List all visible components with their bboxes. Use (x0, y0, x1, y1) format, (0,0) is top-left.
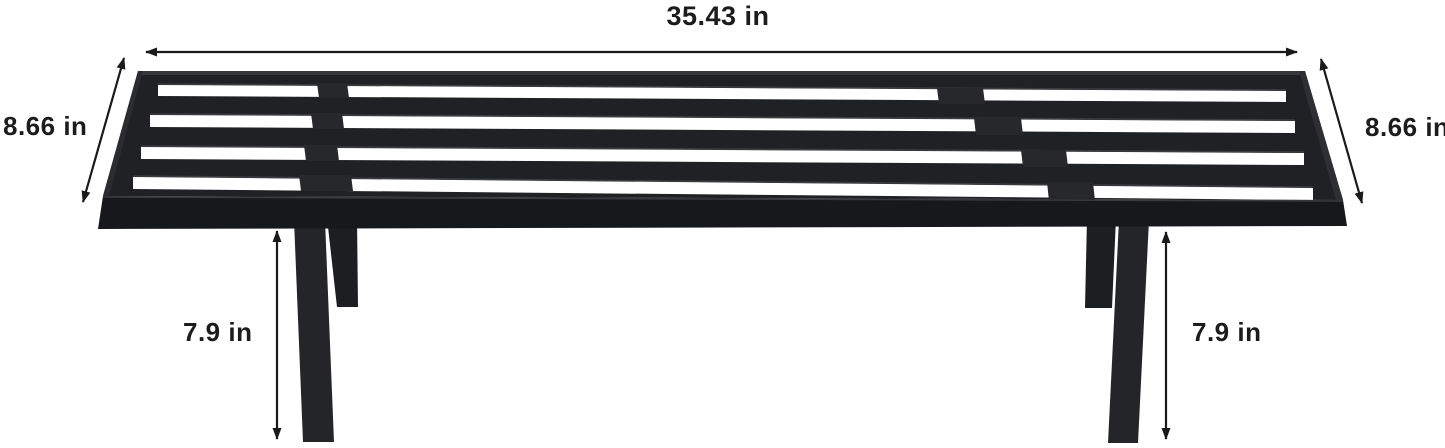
cross-support-segment (1047, 182, 1095, 201)
slat-gap (133, 177, 1313, 200)
cross-support-segment (974, 118, 1023, 135)
cross-support-segment (299, 175, 353, 191)
bench-top-face (103, 71, 1343, 200)
slat-gap (141, 147, 1304, 165)
bench-rear-legs (327, 218, 1116, 308)
bench-top (98, 71, 1347, 229)
bench-front-rail (98, 196, 1347, 229)
width-dimension-label: 35.43 in (666, 1, 770, 31)
cross-support-segment (317, 83, 349, 98)
depth-left-dimension-arrow (81, 57, 126, 203)
depth-right-dimension-label: 8.66 in (1365, 112, 1445, 142)
bench-rear-leg-left (327, 218, 358, 307)
cross-support-segment (304, 145, 339, 161)
bench-front-leg-left (294, 220, 334, 442)
cross-support-segment (937, 88, 985, 104)
bench-rear-leg-right (1085, 218, 1116, 308)
cross-support-segment (311, 113, 344, 129)
depth-left-dimension-label: 8.66 in (3, 111, 88, 141)
dimension-arrows (81, 47, 1364, 440)
bench-back-edge-highlight (138, 71, 1305, 75)
depth-right-dimension-arrow (1319, 58, 1364, 204)
cross-support-segment (1021, 150, 1068, 167)
leg-height-right-dimension-label: 7.9 in (1192, 317, 1262, 347)
front-rail-highlight (102, 196, 1344, 202)
slat-gap (158, 85, 1286, 102)
bench-front-legs (294, 220, 1149, 443)
bench-front-leg-right (1108, 220, 1149, 443)
leg-height-left-dimension-label: 7.9 in (183, 317, 253, 347)
